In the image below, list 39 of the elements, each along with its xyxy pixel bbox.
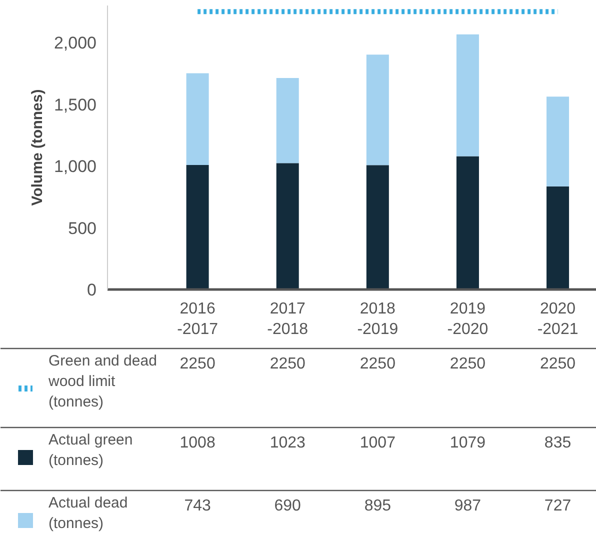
x-tick-label: 2019-2020 [447,300,488,338]
data-label: 743 [184,498,212,514]
bar [546,96,570,186]
data-label: 2250 [540,356,576,372]
bar [366,165,389,290]
data-label: 690 [274,498,302,514]
bar [546,186,570,290]
y-tick-label: 2,000 [54,34,97,53]
bar [276,163,299,290]
data-label: 987 [454,498,482,514]
y-tick-label: 1,000 [54,157,97,176]
x-tick-label: 2017-2018 [267,300,308,338]
bar [456,34,479,156]
y-axis-title: Volume (tonnes) [28,89,46,206]
bar [186,165,209,290]
bar [366,54,389,166]
data-label: 2250 [180,356,216,372]
data-label: 727 [544,498,572,514]
legend-label: Green and dead wood limit (tonnes) [48,352,157,410]
data-label: 1008 [180,434,216,452]
data-label: 1079 [450,434,486,452]
x-tick-label: 2018-2019 [357,300,398,338]
bar [276,78,299,164]
data-label: 1007 [360,434,396,452]
y-tick-label: 1,500 [54,95,97,114]
data-label: 1023 [270,434,306,452]
data-label: 835 [544,434,572,452]
x-tick-label: 2020-2021 [537,300,578,338]
data-label: 2250 [450,356,486,372]
data-label: 2250 [360,356,396,372]
bar [186,73,209,166]
legend-label: Actual dead (tonnes) [48,494,128,532]
y-tick-label: 500 [68,218,97,238]
x-tick-label: 2016-2017 [177,300,218,338]
data-label: 895 [364,498,392,514]
legend-label: Actual green (tonnes) [48,432,133,469]
data-label: 2250 [270,356,306,372]
y-tick-label: 0 [87,280,97,300]
bar [456,156,479,290]
